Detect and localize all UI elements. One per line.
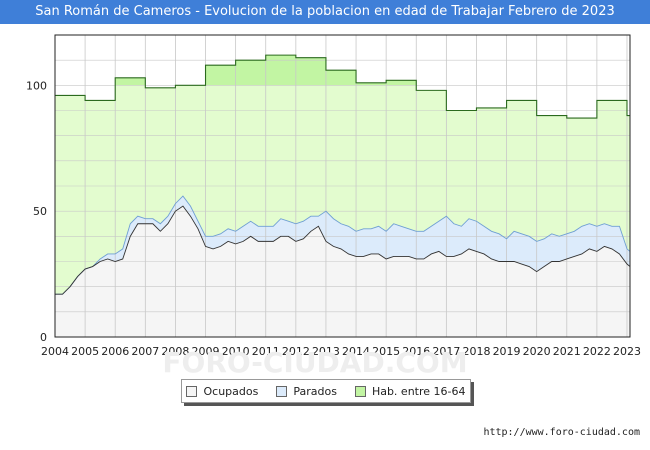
x-tick-label: 2006 <box>101 345 129 358</box>
chart-title: San Román de Cameros - Evolucion de la p… <box>0 0 650 24</box>
x-tick-label: 2008 <box>161 345 189 358</box>
legend-item-ocupados: Ocupados <box>186 385 258 398</box>
x-tick-label: 2015 <box>372 345 400 358</box>
x-tick-label: 2010 <box>222 345 250 358</box>
x-tick-label: 2020 <box>523 345 551 358</box>
x-tick-label: 2014 <box>342 345 370 358</box>
legend: Ocupados Parados Hab. entre 16-64 <box>181 379 471 403</box>
x-tick-label: 2012 <box>282 345 310 358</box>
x-tick-label: 2009 <box>192 345 220 358</box>
x-tick-label: 2022 <box>583 345 611 358</box>
legend-item-hab: Hab. entre 16-64 <box>354 384 466 398</box>
legend-label-ocupados: Ocupados <box>203 384 259 398</box>
y-tick-label: 0 <box>40 331 47 344</box>
series-ocupados-area <box>55 206 630 337</box>
legend-item-parados: Parados <box>276 385 337 398</box>
x-tick-label: 2013 <box>312 345 340 358</box>
watermark: FORO-CIUDAD.COM <box>162 346 467 379</box>
x-tick-label: 2021 <box>553 345 581 358</box>
legend-label-parados: Parados <box>293 384 337 398</box>
x-tick-label: 2011 <box>252 345 280 358</box>
plot-frame <box>54 34 631 338</box>
x-tick-label: 2007 <box>131 345 159 358</box>
legend-label-hab: Hab. entre 16-64 <box>371 384 466 398</box>
x-tick-label: 2005 <box>71 345 99 358</box>
source-url: http://www.foro-ciudad.com <box>483 427 640 438</box>
series-parados-line <box>55 195 631 295</box>
x-tick-label: 2018 <box>462 345 490 358</box>
y-tick-label: 100 <box>26 79 47 92</box>
series-hab-line <box>55 54 630 119</box>
x-tick-label: 2019 <box>493 345 521 358</box>
legend-swatch-ocupados <box>186 385 198 397</box>
series-ocupados-line <box>55 205 631 295</box>
legend-swatch-hab <box>354 385 366 397</box>
x-tick-label: 2016 <box>402 345 430 358</box>
y-tick-label: 50 <box>33 205 47 218</box>
x-tick-label: 2023 <box>613 345 641 358</box>
legend-swatch-parados <box>276 385 288 397</box>
x-tick-label: 2004 <box>41 345 69 358</box>
x-tick-label: 2017 <box>432 345 460 358</box>
